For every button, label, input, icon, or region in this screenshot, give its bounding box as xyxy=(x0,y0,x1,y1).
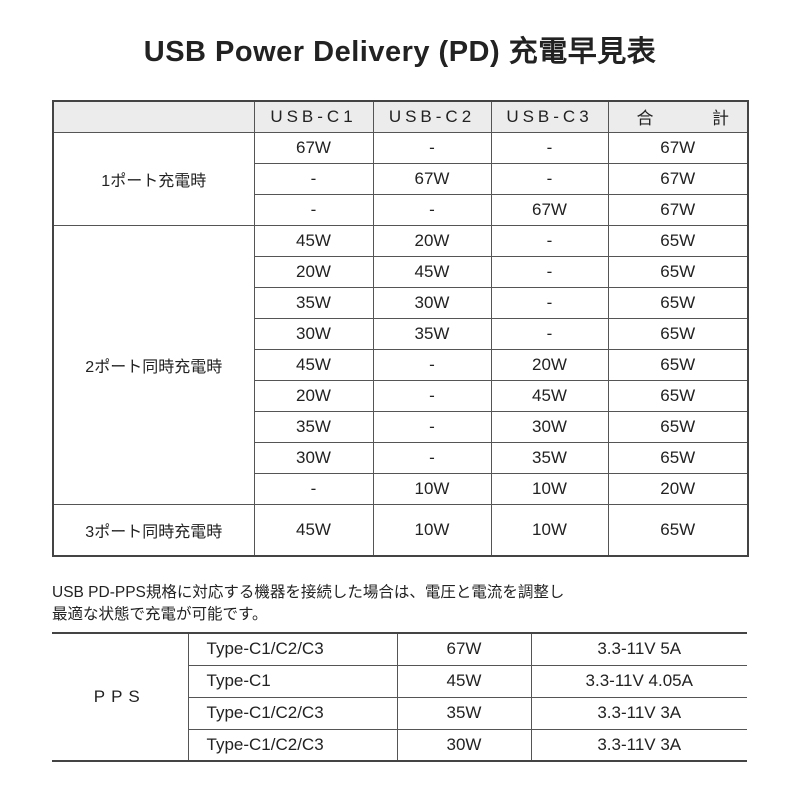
port-cell: - xyxy=(372,441,492,474)
port-cell: 67W xyxy=(490,193,609,226)
pps-power: 35W xyxy=(396,696,532,730)
pps-label: PPS xyxy=(52,632,189,762)
port-cell: 20W xyxy=(372,224,492,257)
group-label: 2ポート同時充電時 xyxy=(52,224,255,505)
total-cell: 65W xyxy=(607,379,749,412)
pps-row: PPS Type-C1/C2/C3 67W 3.3-11V 5A xyxy=(52,632,747,762)
port-cell: - xyxy=(490,162,609,195)
header-total-label: 合計 xyxy=(609,104,748,129)
port-cell: - xyxy=(372,379,492,412)
total-cell: 65W xyxy=(607,224,749,257)
pps-row: Type-C1/C2/C3 30W 3.3-11V 3A xyxy=(52,728,747,762)
table-row: 20W -45W 65W xyxy=(53,379,749,412)
port-cell: - xyxy=(490,255,609,288)
port-cell: 67W xyxy=(372,162,492,195)
pps-port: Type-C1/C2/C3 xyxy=(188,696,398,730)
port-cell: 35W xyxy=(490,441,609,474)
pd-charging-table: USB-C1 USB-C2 USB-C3 合計 1ポート充電時 67W - -67W -67W -… xyxy=(52,100,749,557)
group-label: 3ポート同時充電時 xyxy=(52,503,255,557)
table-row: 3ポート同時充電時 45W 10W 10W 65W xyxy=(52,503,749,557)
port-cell: 35W xyxy=(253,410,374,443)
header-cell xyxy=(52,100,255,133)
total-cell: 67W xyxy=(607,131,749,164)
port-cell: 20W xyxy=(490,348,609,381)
table-row: 45W -20W 65W xyxy=(53,348,749,381)
port-cell: - xyxy=(253,472,374,505)
port-cell: 30W xyxy=(253,317,374,350)
pps-port: Type-C1/C2/C3 xyxy=(187,632,398,666)
port-cell: - xyxy=(490,131,609,164)
table-row: -10W 10W 20W xyxy=(53,472,749,505)
pps-voltage-current: 3.3-11V 3A xyxy=(530,696,747,730)
port-cell: 35W xyxy=(372,317,492,350)
total-cell: 67W xyxy=(607,193,749,226)
table-row: 35W 30W -65W xyxy=(53,286,749,319)
total-cell: 20W xyxy=(607,472,749,505)
pps-voltage-current: 3.3-11V 4.05A xyxy=(530,664,747,698)
port-cell: 45W xyxy=(490,379,609,412)
port-cell: 30W xyxy=(253,441,374,474)
table-row: 35W -30W 65W xyxy=(53,410,749,443)
table-row: 2ポート同時充電時 45W 20W -65W xyxy=(52,224,749,505)
port-cell: - xyxy=(253,193,374,226)
header-total-char: 合 xyxy=(636,109,658,129)
header-cell: USB-C1 xyxy=(253,100,374,133)
header-cell: USB-C2 xyxy=(372,100,492,133)
port-cell: - xyxy=(490,224,609,257)
header-total: 合計 xyxy=(607,100,749,133)
pps-power: 67W xyxy=(396,632,532,666)
note-line-2: 最適な状態で充電が可能です。 xyxy=(52,606,268,623)
total-cell: 65W xyxy=(607,286,749,319)
pps-power: 30W xyxy=(396,728,532,762)
header-total-char: 計 xyxy=(712,109,733,129)
table-row: -67W -67W xyxy=(53,162,749,195)
pps-port: Type-C1/C2/C3 xyxy=(188,728,398,762)
port-cell: - xyxy=(372,348,492,381)
page-title: USB Power Delivery (PD) 充電早見表 xyxy=(143,36,657,68)
table-row: 30W -35W 65W xyxy=(53,441,749,474)
total-cell: 65W xyxy=(607,348,749,381)
port-cell: 20W xyxy=(253,379,374,412)
pps-voltage-current: 3.3-11V 5A xyxy=(530,632,747,666)
pps-port: Type-C1 xyxy=(188,664,398,698)
note-line-1: USB PD-PPS規格に対応する機器を接続した場合は、電圧と電流を調整し xyxy=(52,584,565,601)
port-cell: 45W xyxy=(253,224,374,257)
total-cell: 65W xyxy=(607,410,749,443)
total-cell: 65W xyxy=(607,441,749,474)
port-cell: - xyxy=(372,410,492,443)
table-row: 1ポート充電時 67W - -67W xyxy=(52,131,749,226)
port-cell: 10W xyxy=(372,472,492,505)
group-label: 1ポート充電時 xyxy=(52,131,255,226)
total-cell: 67W xyxy=(607,162,749,195)
pps-note: USB PD-PPS規格に対応する機器を接続した場合は、電圧と電流を調整し 最適… xyxy=(52,582,564,626)
port-cell: 35W xyxy=(253,286,374,319)
port-cell: 30W xyxy=(490,410,609,443)
port-cell: 67W xyxy=(253,131,374,164)
pps-row: Type-C1 45W 3.3-11V 4.05A xyxy=(52,664,747,698)
pps-voltage-current: 3.3-11V 3A xyxy=(530,728,747,762)
port-cell: 10W xyxy=(372,503,492,557)
total-cell: 65W xyxy=(607,317,749,350)
port-cell: 45W xyxy=(372,255,492,288)
port-cell: 10W xyxy=(490,503,609,557)
total-cell: 65W xyxy=(607,255,749,288)
port-cell: - xyxy=(490,286,609,319)
port-cell: 45W xyxy=(253,503,374,557)
port-cell: 10W xyxy=(490,472,609,505)
port-cell: - xyxy=(253,162,374,195)
port-cell: 30W xyxy=(372,286,492,319)
pps-power: 45W xyxy=(396,664,532,698)
pps-table: PPS Type-C1/C2/C3 67W 3.3-11V 5A Type-C1 45W 3… xyxy=(52,632,747,762)
table-row: - -67W 67W xyxy=(53,193,749,226)
port-cell: - xyxy=(372,131,492,164)
total-cell: 65W xyxy=(607,503,749,557)
port-cell: - xyxy=(490,317,609,350)
header-cell: USB-C3 xyxy=(490,100,609,133)
port-cell: - xyxy=(372,193,492,226)
header-row: USB-C1 USB-C2 USB-C3 合計 xyxy=(52,100,749,133)
port-cell: 45W xyxy=(253,348,374,381)
port-cell: 20W xyxy=(253,255,374,288)
